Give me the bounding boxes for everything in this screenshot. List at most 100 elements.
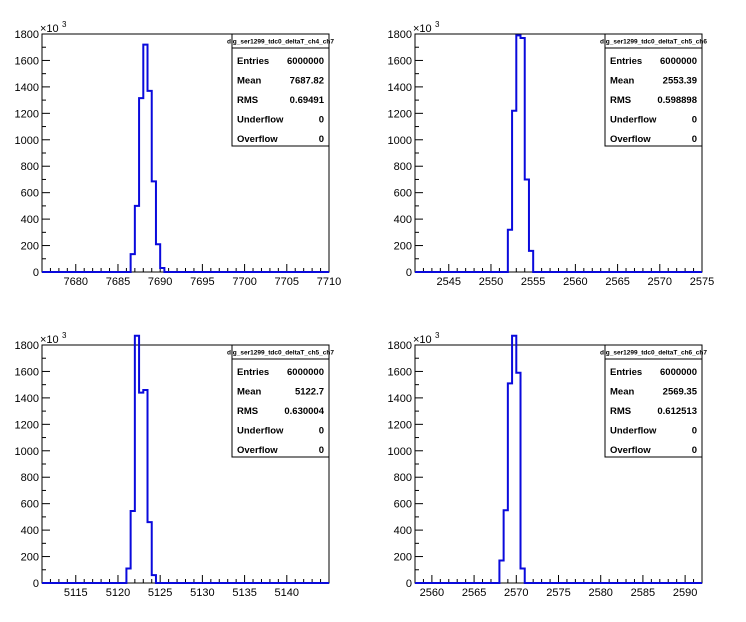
x-tick-label: 2550 [479, 276, 503, 288]
stats-title: dig_ser1299_tdc0_deltaT_ch4_ch7 [227, 39, 334, 46]
x-tick-label: 2555 [521, 276, 545, 288]
stats-label-entries: Entries [237, 56, 269, 67]
y-tick-label: 1000 [388, 135, 412, 147]
stats-value-entries: 6000000 [660, 56, 697, 67]
histogram-bin [152, 181, 156, 272]
y-tick-label: 1000 [15, 446, 39, 458]
histogram-outline [42, 334, 329, 584]
histogram-bin [525, 179, 529, 272]
stats-value-underflow: 0 [692, 115, 697, 126]
stats-label-rms: RMS [610, 406, 631, 417]
histogram-bin [131, 254, 135, 272]
y-tick-label: 0 [406, 578, 412, 590]
y-tick-label: 800 [394, 472, 412, 484]
stats-label-rms: RMS [610, 95, 631, 106]
x-tick-label: 7690 [148, 276, 172, 288]
y-tick-label: 1600 [15, 55, 39, 67]
y-tick-label: 1200 [15, 108, 39, 120]
histogram-bin [521, 568, 525, 583]
y-tick-label: 800 [21, 161, 39, 173]
stats-value-mean: 2569.35 [663, 387, 698, 398]
y-tick-label: 1400 [388, 393, 412, 405]
y-tick-label: 1400 [388, 82, 412, 94]
stats-label-rms: RMS [237, 406, 258, 417]
histogram-bin [156, 244, 160, 272]
histogram-bin [148, 91, 152, 272]
stats-label-underflow: Underflow [237, 426, 284, 437]
y-tick-label: 800 [21, 472, 39, 484]
y-tick-label: 200 [394, 552, 412, 564]
x-tick-label: 7685 [106, 276, 130, 288]
stats-label-rms: RMS [237, 95, 258, 106]
stats-value-mean: 7687.82 [290, 76, 324, 87]
y-tick-label: 1800 [15, 340, 39, 352]
stats-label-overflow: Overflow [237, 134, 278, 145]
y-tick-label: 1600 [15, 366, 39, 378]
stats-label-underflow: Underflow [610, 426, 657, 437]
y-tick-label: 0 [406, 267, 412, 279]
x-tick-label: 2565 [605, 276, 629, 288]
stats-value-overflow: 0 [319, 445, 324, 456]
x-tick-label: 5140 [275, 587, 299, 599]
histogram-pad-2: 0 200 400 600 800 1000 1200 1400 1600 1800 2545 255… [388, 20, 715, 288]
stats-label-underflow: Underflow [237, 115, 284, 126]
y-tick-label: 1000 [15, 135, 39, 147]
x-tick-label: 7700 [232, 276, 256, 288]
y-tick-label: 1200 [388, 108, 412, 120]
stats-label-overflow: Overflow [610, 445, 651, 456]
histogram-bin [504, 510, 508, 583]
histogram-bin [529, 251, 533, 272]
x-tick-label: 7705 [275, 276, 299, 288]
y-tick-label: 1200 [388, 419, 412, 431]
histogram-bin [499, 561, 503, 583]
histogram-bin [135, 336, 139, 583]
x-tick-label: 2575 [546, 587, 570, 599]
x-tick-label: 2570 [504, 587, 528, 599]
histogram-bin [512, 111, 516, 272]
x-tick-label: 2565 [462, 587, 486, 599]
y-exponent-label: ×10 [413, 334, 432, 346]
y-exponent-power: 3 [62, 20, 67, 29]
stats-value-rms: 0.630004 [284, 406, 324, 417]
y-tick-label: 0 [33, 267, 39, 279]
y-tick-label: 400 [394, 214, 412, 226]
y-tick-label: 1600 [388, 366, 412, 378]
stats-value-underflow: 0 [319, 115, 324, 126]
x-tick-label: 2545 [437, 276, 461, 288]
y-tick-label: 600 [394, 499, 412, 511]
histogram-bin [126, 568, 130, 583]
stats-title: dig_ser1299_tdc0_deltaT_ch5_ch7 [227, 350, 334, 357]
y-exponent-power: 3 [435, 331, 440, 340]
y-tick-label: 600 [21, 499, 39, 511]
stats-value-underflow: 0 [692, 426, 697, 437]
stats-box [231, 344, 330, 458]
stats-value-entries: 6000000 [287, 56, 324, 67]
stats-label-entries: Entries [237, 367, 269, 378]
histogram-bin [508, 230, 512, 272]
stats-label-entries: Entries [610, 367, 642, 378]
y-tick-label: 400 [21, 525, 39, 537]
stats-title: dig_ser1299_tdc0_deltaT_ch5_ch6 [600, 39, 707, 46]
x-tick-label: 2585 [631, 587, 655, 599]
x-tick-label: 5135 [232, 587, 256, 599]
stats-value-entries: 6000000 [287, 367, 324, 378]
histogram-bin [512, 336, 516, 583]
histogram-pad-1: 0 200 400 600 800 1000 1200 1400 1600 1800 7680 768… [15, 20, 342, 288]
histogram-bin [131, 511, 135, 583]
y-tick-label: 1200 [15, 419, 39, 431]
x-tick-label: 2560 [420, 587, 444, 599]
stats-label-underflow: Underflow [610, 115, 657, 126]
histogram-outline [415, 34, 702, 273]
stats-label-overflow: Overflow [237, 445, 278, 456]
x-tick-label: 5130 [190, 587, 214, 599]
y-tick-label: 1600 [388, 55, 412, 67]
stats-value-rms: 0.612513 [657, 406, 697, 417]
x-tick-label: 2560 [563, 276, 587, 288]
y-exponent-label: ×10 [40, 23, 59, 35]
histogram-bin [135, 206, 139, 272]
stats-value-rms: 0.598898 [657, 95, 697, 106]
x-tick-label: 5115 [64, 587, 88, 599]
stats-value-mean: 5122.7 [295, 387, 324, 398]
y-exponent-power: 3 [62, 331, 67, 340]
